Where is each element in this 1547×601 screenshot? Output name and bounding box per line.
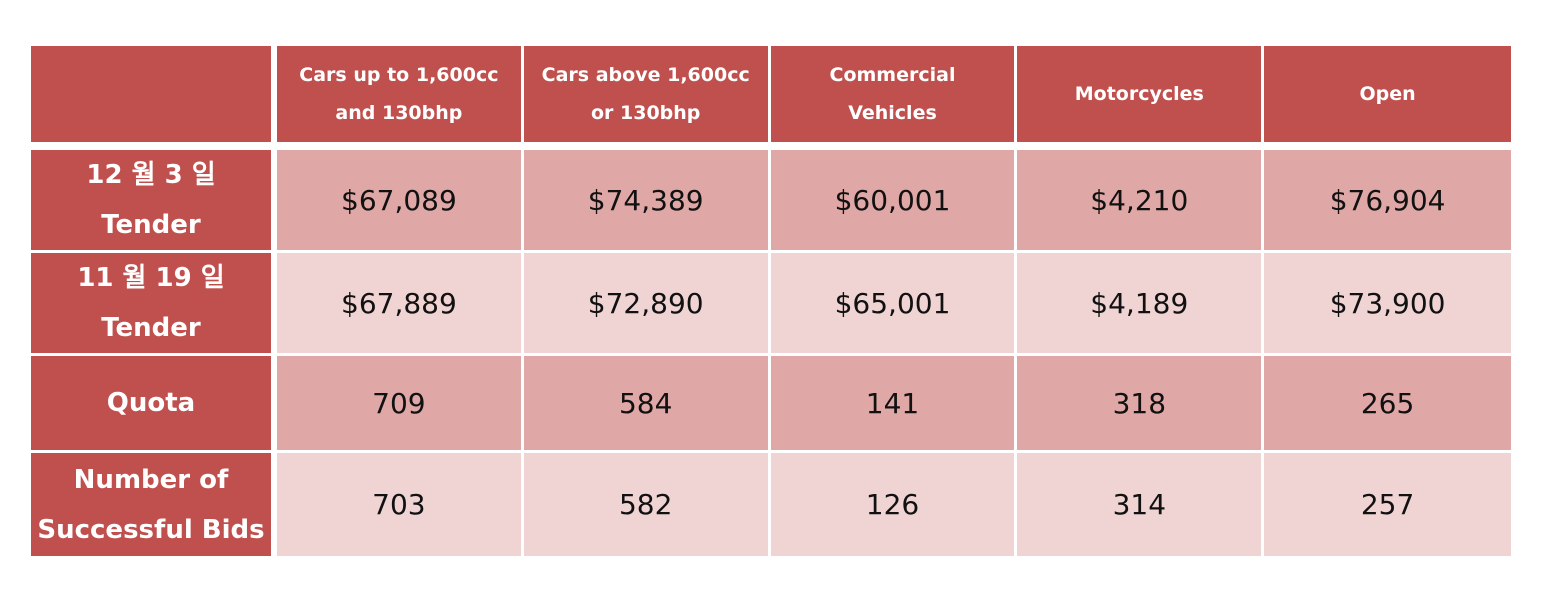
header-label-line2: and 130bhp <box>335 102 463 124</box>
header-open: Open <box>1264 46 1511 150</box>
table-cell: 126 <box>770 453 1018 556</box>
table-row-nov19-tender: 11 월 19 일 Tender $67,889 $72,890 $65,001… <box>31 253 1511 356</box>
header-label-line1: Open <box>1359 83 1416 105</box>
row-label-line2: Tender <box>101 313 201 343</box>
table-cell: 709 <box>277 356 524 453</box>
table-cell: 265 <box>1264 356 1511 453</box>
row-label-line1: 11 월 19 일 <box>77 263 225 293</box>
table-row-dec3-tender: 12 월 3 일 Tender $67,089 $74,389 $60,001 … <box>31 150 1511 253</box>
header-cars-small: Cars up to 1,600cc and 130bhp <box>277 46 524 150</box>
table-cell: 314 <box>1017 453 1265 556</box>
header-corner-cell <box>31 46 277 150</box>
table-cell: 318 <box>1017 356 1265 453</box>
table-cell: $60,001 <box>770 150 1018 253</box>
table-cell: 582 <box>523 453 771 556</box>
table-cell: $4,189 <box>1017 253 1265 356</box>
header-cars-large: Cars above 1,600cc or 130bhp <box>523 46 771 150</box>
table-cell: 141 <box>770 356 1018 453</box>
row-label-dec3-tender: 12 월 3 일 Tender <box>31 150 277 253</box>
table-row-successful-bids: Number of Successful Bids 703 582 126 31… <box>31 453 1511 556</box>
row-label-successful-bids: Number of Successful Bids <box>31 453 277 556</box>
row-label-line1: Number of <box>73 464 229 495</box>
header-label-line1: Commercial <box>829 64 956 86</box>
table-header-row: Cars up to 1,600cc and 130bhp Cars above… <box>31 46 1511 150</box>
header-label-line2: or 130bhp <box>590 102 701 124</box>
header-label-line1: Cars up to 1,600cc <box>299 64 499 86</box>
table-row-quota: Quota 709 584 141 318 265 <box>31 356 1511 453</box>
table-cell: 257 <box>1264 453 1511 556</box>
row-label-nov19-tender: 11 월 19 일 Tender <box>31 253 277 356</box>
table-cell: 703 <box>277 453 524 556</box>
table-cell: $65,001 <box>770 253 1018 356</box>
table-cell: $76,904 <box>1264 150 1511 253</box>
header-label-line1: Cars above 1,600cc <box>541 64 750 86</box>
row-label-line2: Tender <box>101 210 201 240</box>
table-cell: $73,900 <box>1264 253 1511 356</box>
row-label-line2: Successful Bids <box>37 514 265 545</box>
header-label-line2: Vehicles <box>848 102 937 124</box>
header-motorcycles: Motorcycles <box>1017 46 1265 150</box>
table-cell: $74,389 <box>523 150 771 253</box>
row-label-line1: Quota <box>106 388 196 418</box>
table-cell: 584 <box>523 356 771 453</box>
table-cell: $67,089 <box>277 150 524 253</box>
coe-results-table: Cars up to 1,600cc and 130bhp Cars above… <box>31 46 1511 556</box>
header-commercial-vehicles: Commercial Vehicles <box>770 46 1018 150</box>
table-cell: $4,210 <box>1017 150 1265 253</box>
table-cell: $72,890 <box>523 253 771 356</box>
header-label-line1: Motorcycles <box>1074 83 1204 105</box>
row-label-quota: Quota <box>31 356 277 453</box>
table-cell: $67,889 <box>277 253 524 356</box>
row-label-line1: 12 월 3 일 <box>86 160 216 190</box>
